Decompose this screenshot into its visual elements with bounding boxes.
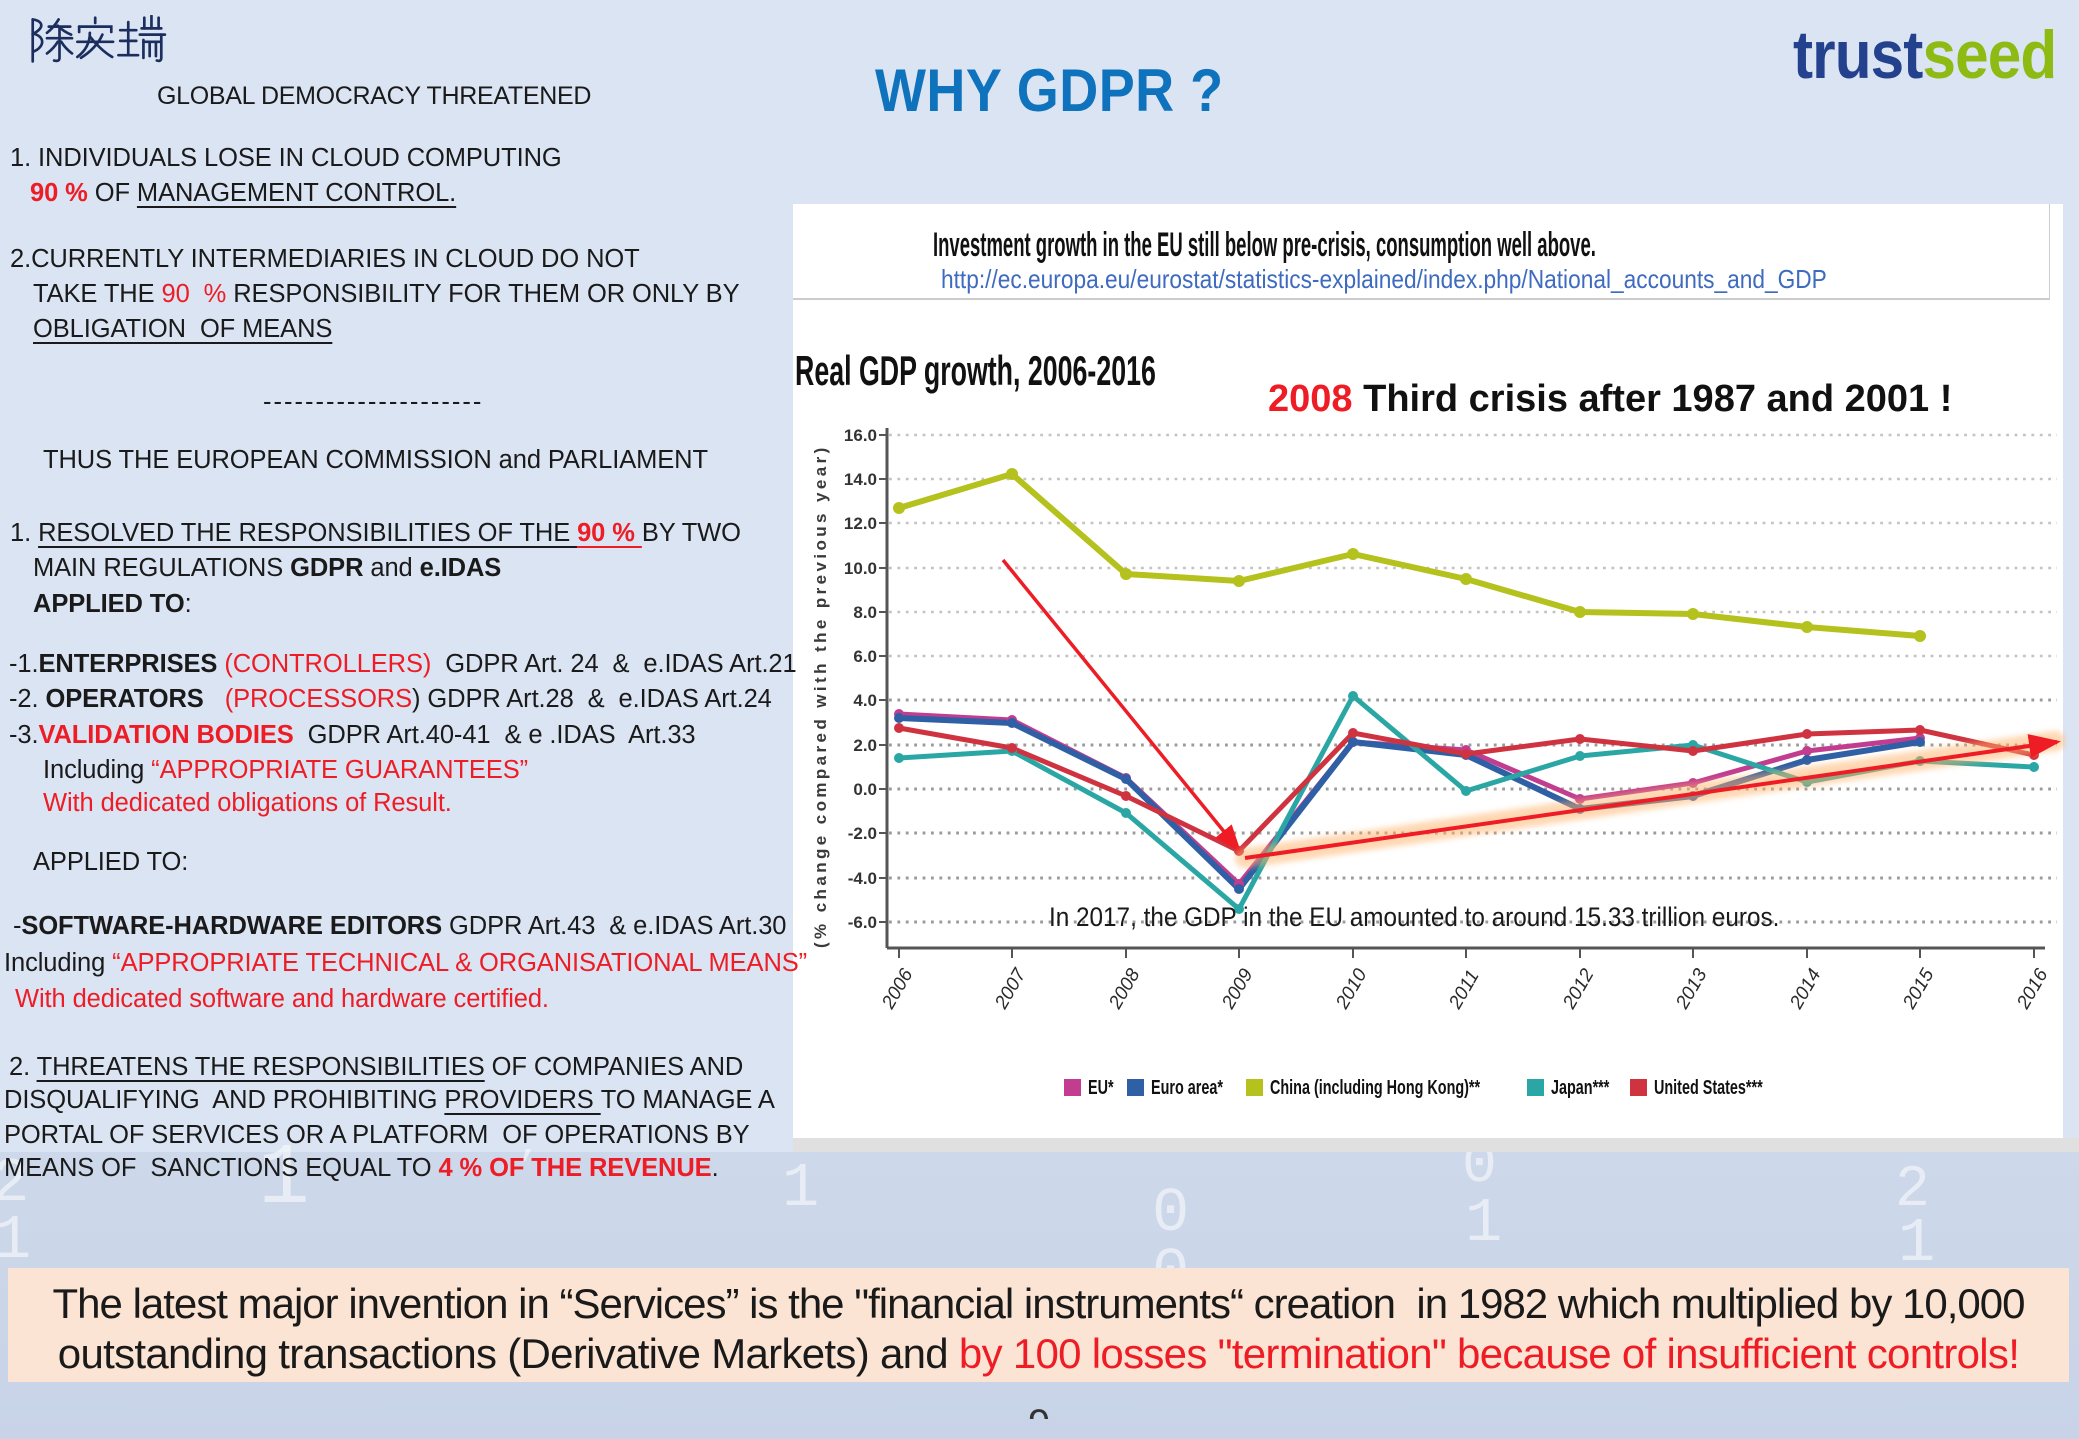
svg-text:0.0: 0.0 [853,780,877,799]
svg-text:2010: 2010 [1332,965,1372,1013]
svg-text:EU*: EU* [1088,1076,1114,1099]
svg-text:2.0: 2.0 [853,736,877,755]
svg-text:2014: 2014 [1786,965,1826,1013]
svg-text:-6.0: -6.0 [848,913,877,932]
svg-text:2006: 2006 [878,965,918,1013]
svg-text:2012: 2012 [1559,965,1599,1013]
svg-text:2011: 2011 [1445,967,1484,1014]
svg-text:2013: 2013 [1672,965,1712,1013]
svg-text:14.0: 14.0 [844,470,877,489]
svg-text:4.0: 4.0 [853,691,877,710]
svg-text:2007: 2007 [991,964,1032,1013]
svg-text:2009: 2009 [1218,965,1258,1013]
svg-text:2015: 2015 [1899,965,1939,1013]
svg-text:-4.0: -4.0 [848,869,877,888]
svg-text:8.0: 8.0 [853,603,877,622]
svg-text:China (including Hong Kong)**: China (including Hong Kong)** [1270,1076,1480,1099]
svg-text:-2.0: -2.0 [848,824,877,843]
svg-text:2016: 2016 [2013,965,2053,1013]
svg-text:Euro area*: Euro area* [1151,1076,1223,1099]
svg-text:16.0: 16.0 [844,426,877,445]
svg-text:(% change compared with the pr: (% change compared with the previous yea… [811,444,830,948]
svg-text:Japan***: Japan*** [1551,1076,1610,1099]
svg-text:United States***: United States*** [1654,1076,1763,1099]
svg-text:12.0: 12.0 [844,514,877,533]
svg-text:6.0: 6.0 [853,647,877,666]
svg-text:10.0: 10.0 [844,559,877,578]
svg-text:2008: 2008 [1105,965,1145,1013]
